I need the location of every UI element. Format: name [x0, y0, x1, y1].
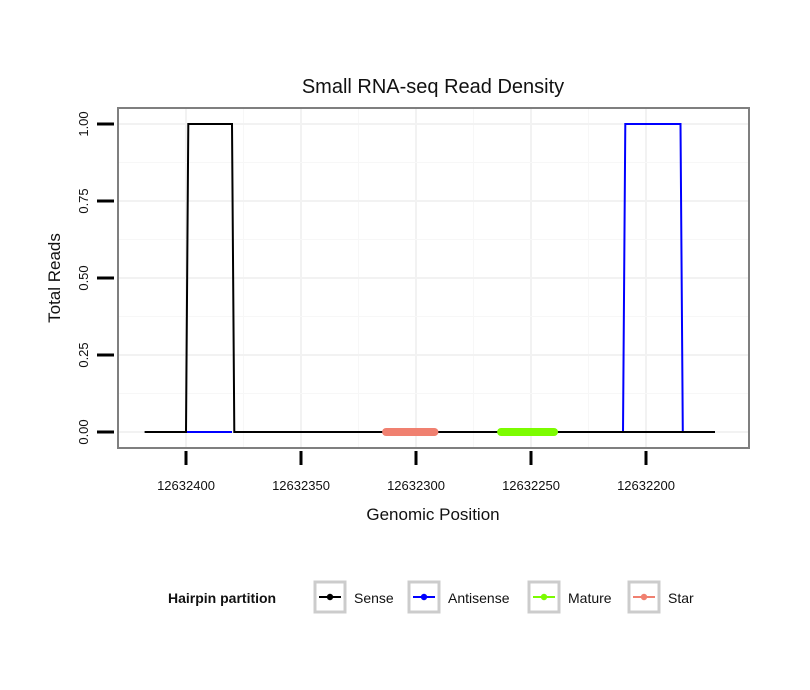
legend-label-mature: Mature: [568, 590, 612, 606]
x-tick-label: 12632400: [157, 478, 215, 493]
legend-label-antisense: Antisense: [448, 590, 510, 606]
y-tick-label: 0.75: [76, 188, 91, 213]
x-axis-title: Genomic Position: [366, 505, 499, 524]
x-tick-label: 12632300: [387, 478, 445, 493]
axis-layer: 12632400 12632350 12632300 12632250 12632200…: [76, 111, 675, 493]
x-tick-label: 12632350: [272, 478, 330, 493]
legend: Hairpin partition Sense Antisense Mature St…: [168, 580, 694, 614]
y-axis-title: Total Reads: [45, 233, 64, 323]
y-tick-label: 0.50: [76, 265, 91, 290]
legend-key-point: [420, 593, 428, 601]
series-layer: [144, 123, 715, 436]
legend-label-sense: Sense: [354, 590, 394, 606]
x-tick-label: 12632250: [502, 478, 560, 493]
legend-key-point: [540, 593, 548, 601]
grid-layer: [118, 108, 749, 448]
plot-panel-border: [117, 107, 750, 449]
y-tick-label: 0.00: [76, 419, 91, 444]
legend-key-point: [640, 593, 648, 601]
legend-label-star: Star: [668, 590, 694, 606]
legend-title: Hairpin partition: [168, 590, 276, 606]
legend-key-point: [326, 593, 334, 601]
series-line-sense: [144, 123, 715, 433]
x-tick-label: 12632200: [617, 478, 675, 493]
y-tick-label: 0.25: [76, 342, 91, 367]
y-tick-label: 1.00: [76, 111, 91, 136]
chart-title: Small RNA-seq Read Density: [302, 76, 564, 98]
